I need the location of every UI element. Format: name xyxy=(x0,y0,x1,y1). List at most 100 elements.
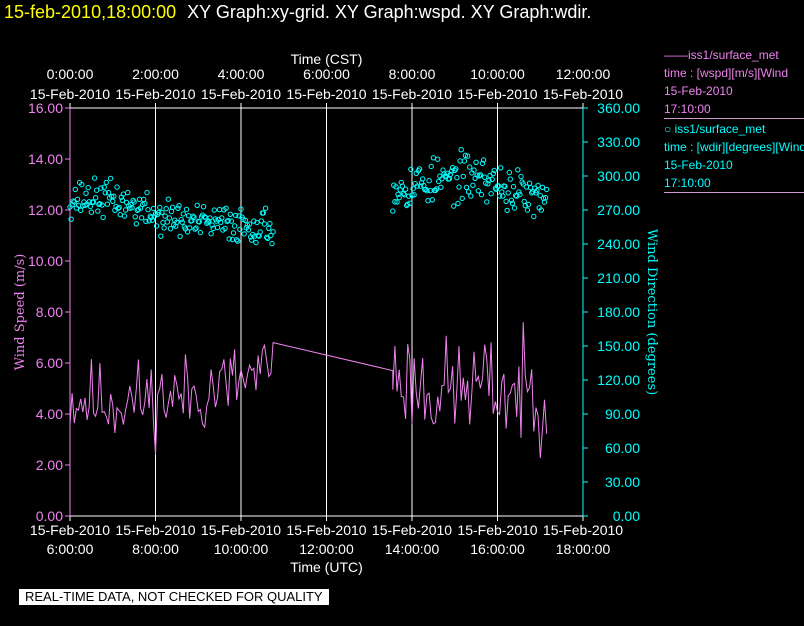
wdir-point xyxy=(499,189,505,195)
top-tick-time: 10:00:00 xyxy=(470,66,525,82)
wdir-point xyxy=(119,197,126,204)
wdir-point xyxy=(504,207,510,214)
wdir-point xyxy=(88,209,95,215)
wdir-point xyxy=(262,205,269,211)
wdir-point xyxy=(176,203,182,209)
wdir-point xyxy=(506,169,512,176)
x-tick-date: 15-Feb-2010 xyxy=(457,522,537,538)
legend-wdir-name: ○ iss1/surface_met xyxy=(664,122,766,136)
wdir-point xyxy=(456,184,462,190)
wdir-point xyxy=(539,184,546,191)
wdir-point xyxy=(451,203,457,209)
wdir-point xyxy=(196,219,203,225)
wdir-point xyxy=(150,205,157,212)
wdir-point xyxy=(242,217,249,224)
wdir-point xyxy=(144,189,150,196)
series-wspd xyxy=(69,322,548,459)
wdir-point xyxy=(455,200,461,207)
wdir-point xyxy=(535,182,541,189)
wdir-point xyxy=(447,171,454,178)
wdir-point xyxy=(205,219,211,225)
wdir-point xyxy=(246,221,253,227)
top-tick-time: 12:00:00 xyxy=(556,66,611,82)
wdir-point xyxy=(461,158,468,164)
x-tick-time: 6:00:00 xyxy=(47,541,94,557)
series-wdir xyxy=(67,147,550,247)
top-tick-time: 6:00:00 xyxy=(303,66,350,82)
wdir-point xyxy=(438,184,444,191)
wdir-point xyxy=(208,231,214,237)
wspd-line xyxy=(69,322,548,459)
y-right-tick-label: 60.00 xyxy=(605,440,640,456)
y-right-tick-label: 90.00 xyxy=(605,406,640,422)
wdir-point xyxy=(158,233,164,239)
wdir-point xyxy=(416,166,423,172)
wdir-point xyxy=(395,191,401,198)
wdir-point xyxy=(260,210,267,216)
wdir-point xyxy=(436,178,442,185)
wdir-point xyxy=(444,170,450,177)
x-tick-time: 10:00:00 xyxy=(214,541,269,557)
wdir-point xyxy=(191,214,197,221)
top-tick-date: 15-Feb-2010 xyxy=(201,86,281,102)
x-tick-time: 8:00:00 xyxy=(132,541,179,557)
wdir-point xyxy=(266,225,272,232)
wdir-point xyxy=(234,237,240,243)
wdir-point xyxy=(503,198,509,205)
wdir-point xyxy=(463,184,470,191)
wdir-point xyxy=(184,229,191,235)
top-tick-date: 15-Feb-2010 xyxy=(115,86,195,102)
y-right-tick-label: 30.00 xyxy=(605,474,640,490)
wdir-point xyxy=(132,214,138,220)
wdir-point xyxy=(187,225,193,231)
y-left-tick-label: 14.00 xyxy=(28,151,63,167)
wdir-point xyxy=(465,189,472,195)
wdir-point xyxy=(214,224,221,231)
x-tick-time: 14:00:00 xyxy=(385,541,440,557)
wdir-point xyxy=(87,203,94,210)
wdir-point xyxy=(100,214,106,221)
wdir-point xyxy=(476,173,482,179)
wdir-point xyxy=(510,184,517,190)
x-axis-label: Time (UTC) xyxy=(290,559,363,575)
wdir-point xyxy=(402,186,409,192)
wdir-point xyxy=(133,221,140,227)
wdir-point xyxy=(267,220,273,227)
wdir-point xyxy=(495,183,502,189)
wdir-point xyxy=(454,174,460,181)
wdir-point xyxy=(219,215,225,221)
wdir-point xyxy=(270,229,276,235)
wdir-point xyxy=(91,175,98,181)
wdir-point xyxy=(159,209,165,216)
wdir-point xyxy=(127,205,133,211)
y-left-tick-label: 8.00 xyxy=(36,304,63,320)
wdir-point xyxy=(409,192,415,198)
wdir-point xyxy=(432,187,439,194)
wdir-point xyxy=(482,174,488,180)
wdir-point xyxy=(185,213,192,219)
y-right-axis-label: Wind Direction (degrees) xyxy=(644,229,659,395)
y-left-tick-label: 2.00 xyxy=(36,457,63,473)
wdir-point xyxy=(223,205,229,211)
wdir-point xyxy=(508,197,515,204)
wdir-point xyxy=(477,172,484,178)
wdir-point xyxy=(216,206,223,213)
wdir-point xyxy=(183,206,190,213)
wdir-point xyxy=(78,207,84,214)
top-tick-time: 8:00:00 xyxy=(389,66,436,82)
top-tick-date: 15-Feb-2010 xyxy=(457,86,537,102)
wdir-point xyxy=(486,177,492,184)
wdir-point xyxy=(202,214,208,220)
x-tick-time: 18:00:00 xyxy=(556,541,611,557)
wdir-point xyxy=(400,190,407,197)
wdir-point xyxy=(505,190,511,196)
wdir-point xyxy=(209,222,215,228)
wdir-point xyxy=(511,205,518,211)
wdir-point xyxy=(479,160,486,167)
wdir-point xyxy=(114,184,120,190)
y-right-tick-label: 120.00 xyxy=(597,372,640,388)
wdir-point xyxy=(401,192,408,198)
wdir-point xyxy=(430,155,437,161)
top-tick-date: 15-Feb-2010 xyxy=(30,86,110,102)
wdir-point xyxy=(111,193,117,199)
